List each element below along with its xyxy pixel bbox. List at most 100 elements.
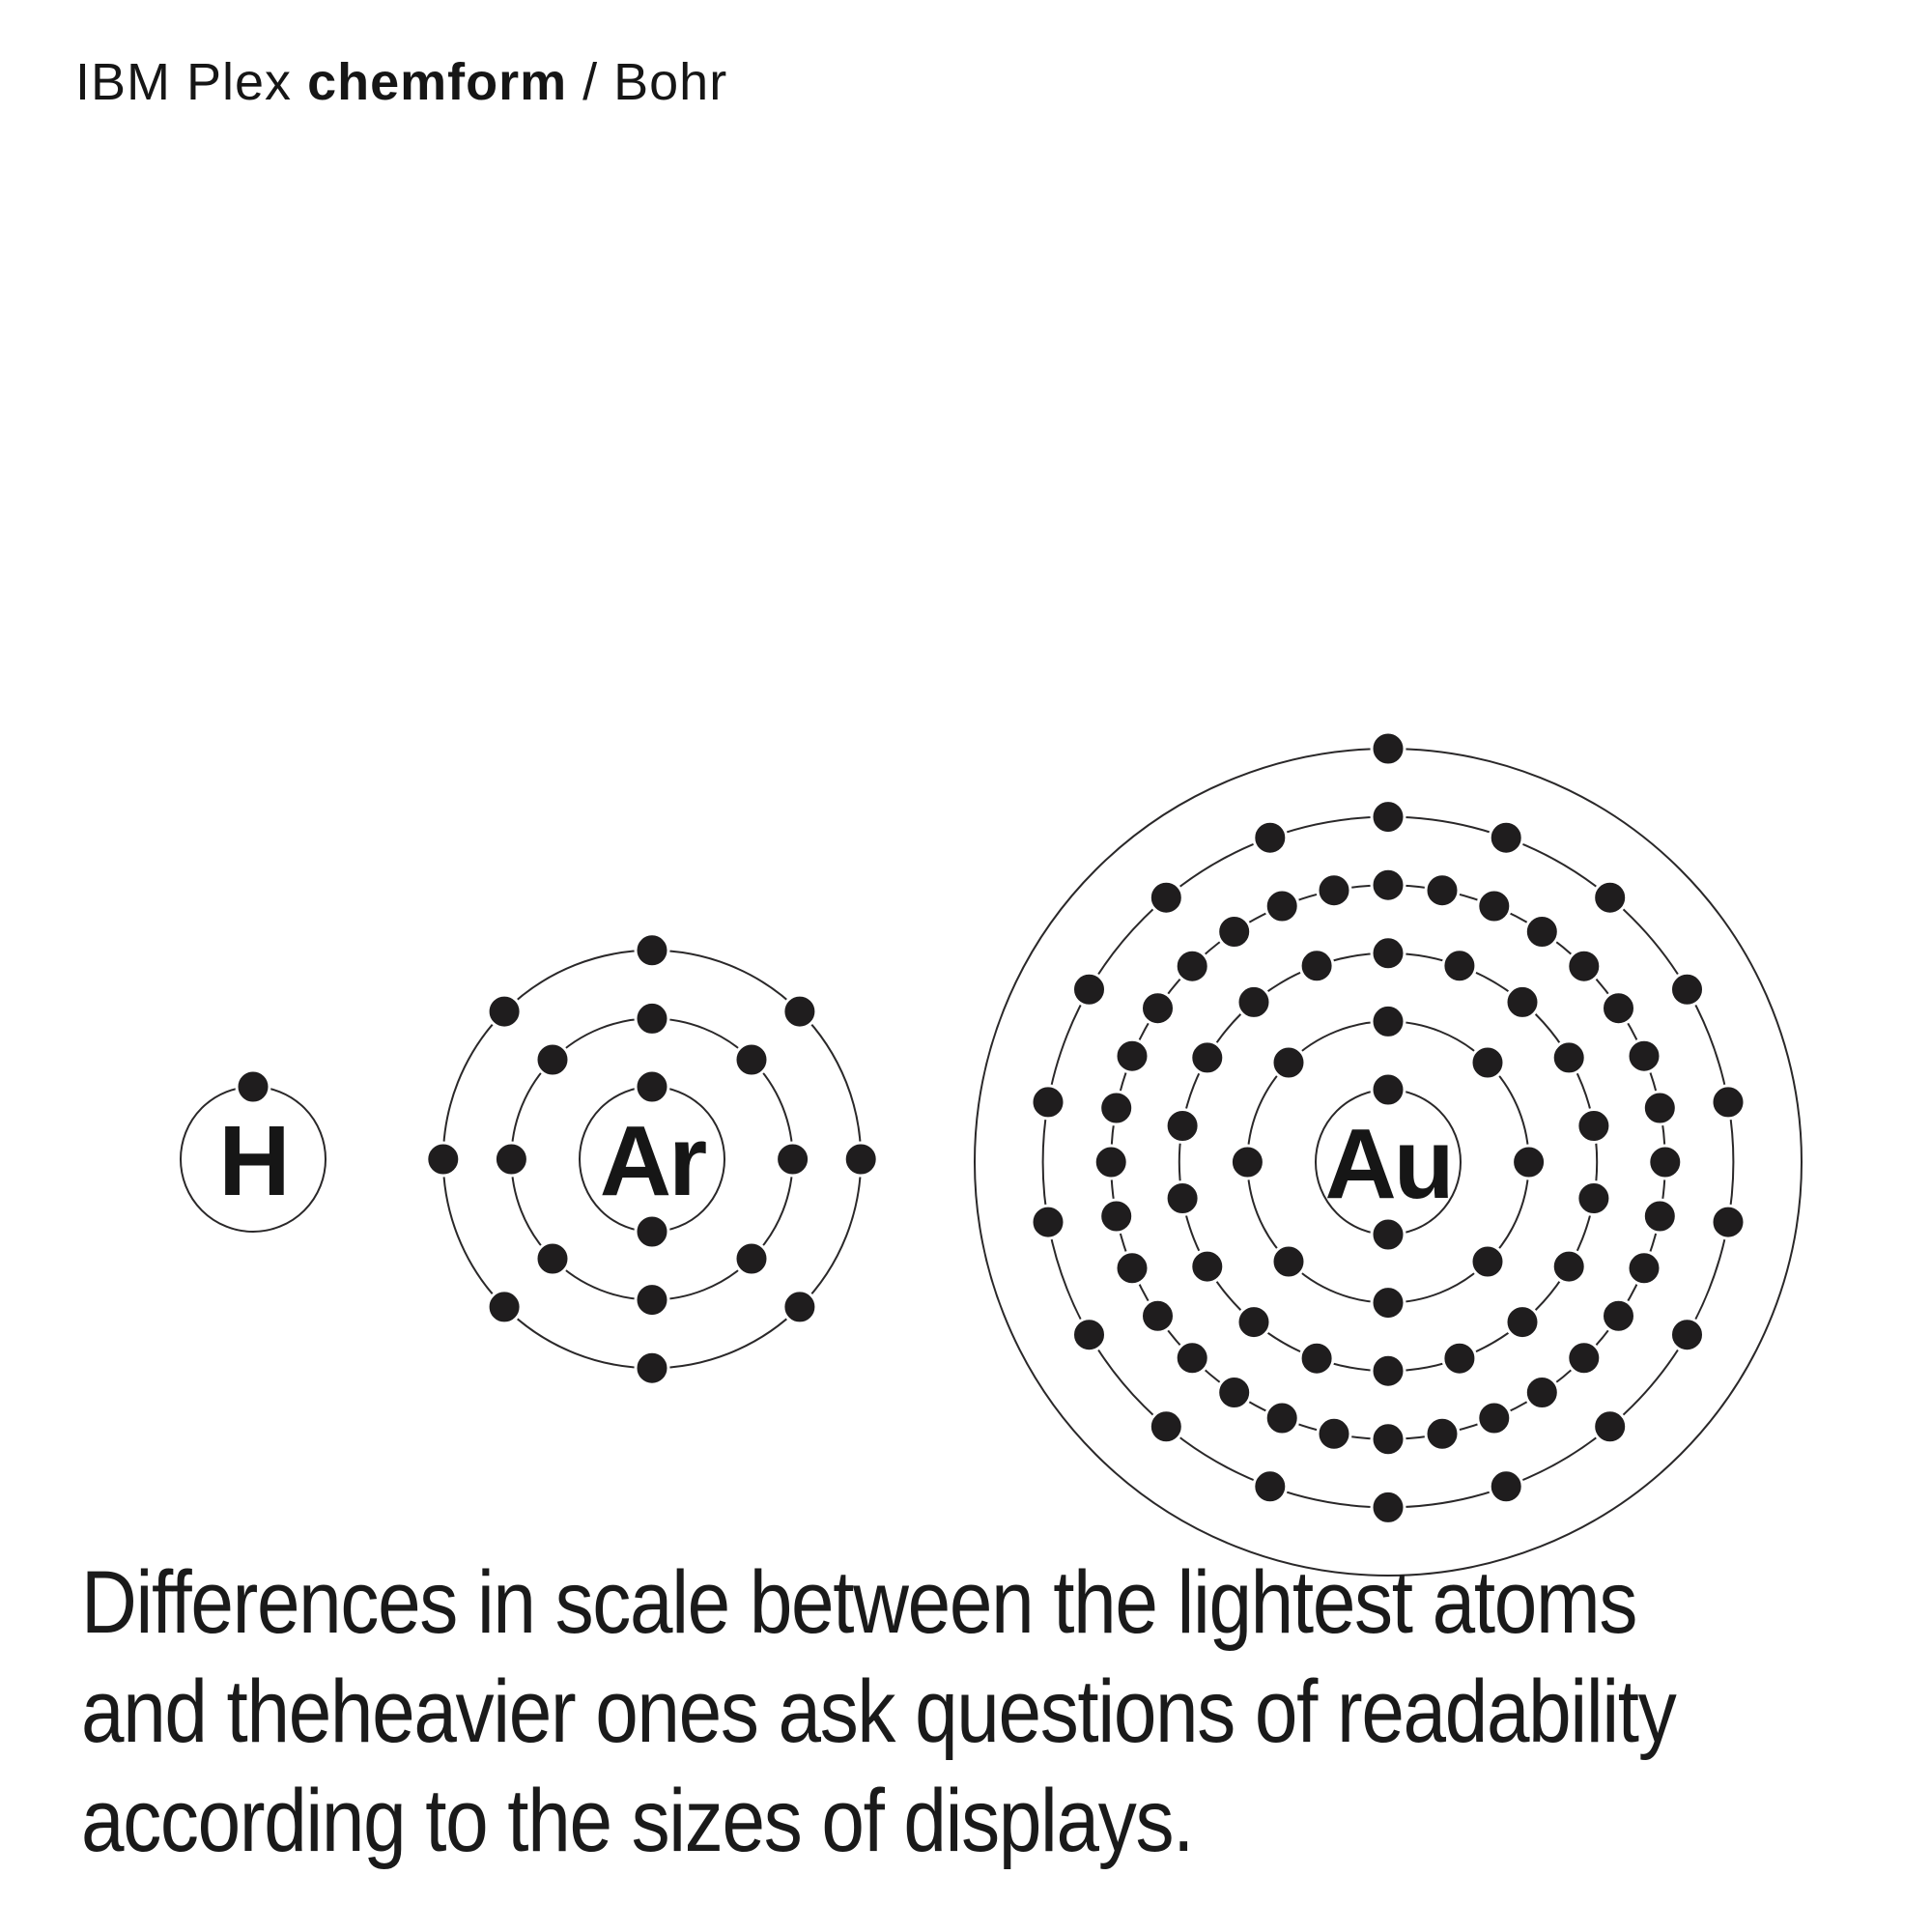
electron-dot [1641,1090,1678,1126]
caption-line-2: and theheavier ones ask questions of rea… [81,1662,1677,1761]
electron-dot [1424,1415,1461,1452]
electron-dot [1566,1340,1603,1377]
specimen-feature-name: chemform [307,53,568,111]
electron-dot [425,1141,462,1178]
electron-dot [1469,1044,1506,1081]
electron-dot [1669,971,1705,1008]
electron-dot [1298,1340,1335,1377]
electron-dot [1370,730,1406,767]
electron-dot [1030,1204,1066,1240]
element-symbol: Au [1324,1108,1451,1219]
electron-dot [1476,1400,1513,1436]
electron-dot [1576,1180,1612,1216]
electron-dot [1710,1084,1746,1121]
electron-dot [235,1068,271,1105]
electron-dot [1441,1340,1478,1377]
electron-dot [1174,948,1210,984]
electron-dot [733,1041,770,1078]
electron-dot [1189,1248,1226,1285]
electron-dot [1469,1243,1506,1280]
electron-dot [1071,971,1107,1008]
electron-dot [1550,1248,1587,1285]
electron-dot [1148,879,1184,916]
electron-dot [1669,1317,1705,1353]
electron-dot [1114,1037,1150,1074]
electron-dot [1174,1340,1210,1377]
electron-dot [486,993,523,1030]
electron-dot [1488,819,1524,856]
electron-dot [1424,872,1461,909]
bohr-model-hydrogen: H [180,1068,327,1233]
electron-dot [493,1141,529,1178]
electron-dot [1370,1285,1406,1321]
electron-dot [534,1240,571,1277]
electron-dot [1370,1421,1406,1458]
electron-dot [1164,1108,1201,1144]
atom-argon: Ar [422,929,883,1390]
electron-dot [1523,1375,1560,1410]
electron-dot [1641,1198,1678,1235]
electron-dot [1098,1090,1135,1126]
electron-dot [1264,888,1300,924]
electron-dot [1601,990,1636,1027]
element-symbol: Ar [600,1105,706,1216]
atom-hydrogen: H [159,1065,347,1253]
specimen-font-family: IBM Plex [75,53,308,111]
electron-dot [1370,935,1406,972]
electron-dot [1550,1039,1587,1076]
electron-dot [1264,1400,1300,1436]
electron-dot [1601,1297,1636,1334]
caption: Differences in scale between the lightes… [81,1548,1677,1876]
electron-dot [733,1240,770,1277]
electron-dot [1140,990,1176,1027]
bohr-model-gold: Au [974,730,1803,1577]
electron-dot [634,1282,670,1319]
electron-dot [1114,1250,1150,1287]
electron-dot [1626,1250,1662,1287]
electron-dot [634,1068,670,1105]
electron-dot [1164,1180,1201,1216]
element-symbol: H [218,1105,287,1216]
electron-dot [1093,1144,1129,1180]
electron-dot [1316,872,1352,909]
electron-dot [634,1350,670,1386]
specimen-style-name: / Bohr [567,53,728,111]
electron-dot [1270,1243,1307,1280]
atom-gold: Au [953,727,1823,1597]
bohr-model-argon: Ar [425,932,879,1386]
electron-dot [1504,1304,1541,1341]
electron-dot [1511,1144,1548,1180]
electron-dot [1370,1071,1406,1108]
electron-dot [1504,983,1541,1020]
electron-dot [1316,1415,1352,1452]
caption-line-1: Differences in scale between the lightes… [81,1553,1637,1652]
electron-dot [1476,888,1513,924]
electron-dot [1647,1144,1684,1180]
electron-dot [1626,1037,1662,1074]
electron-dot [1071,1317,1107,1353]
electron-dot [1140,1297,1176,1334]
electron-dot [781,1289,818,1325]
electron-dot [1370,1216,1406,1253]
electron-dot [1270,1044,1307,1081]
electron-dot [1370,867,1406,903]
electron-dot [1030,1084,1066,1121]
electron-dot [1710,1204,1746,1240]
electron-dot [1488,1468,1524,1505]
electron-dot [634,932,670,969]
electron-dot [1252,819,1289,856]
electron-dot [1216,914,1253,950]
electron-dot [1576,1108,1612,1144]
electron-dot [1566,948,1603,984]
electron-dot [1441,948,1478,984]
electron-dot [1370,799,1406,836]
electron-dot [634,1000,670,1037]
caption-line-3: according to the sizes of displays. [81,1772,1194,1870]
electron-dot [486,1289,523,1325]
electron-dot [1592,1408,1629,1445]
electron-dot [1216,1375,1253,1410]
electron-dot [1229,1144,1265,1180]
electron-dot [781,993,818,1030]
electron-dot [1592,879,1629,916]
electron-dot [1148,1408,1184,1445]
